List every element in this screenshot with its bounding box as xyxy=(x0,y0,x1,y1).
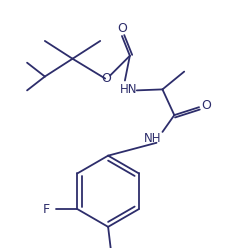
Text: O: O xyxy=(117,22,127,35)
Text: NH: NH xyxy=(144,132,161,145)
Text: O: O xyxy=(201,99,211,112)
Text: O: O xyxy=(101,72,111,85)
Text: F: F xyxy=(43,202,50,216)
Text: HN: HN xyxy=(120,83,137,96)
